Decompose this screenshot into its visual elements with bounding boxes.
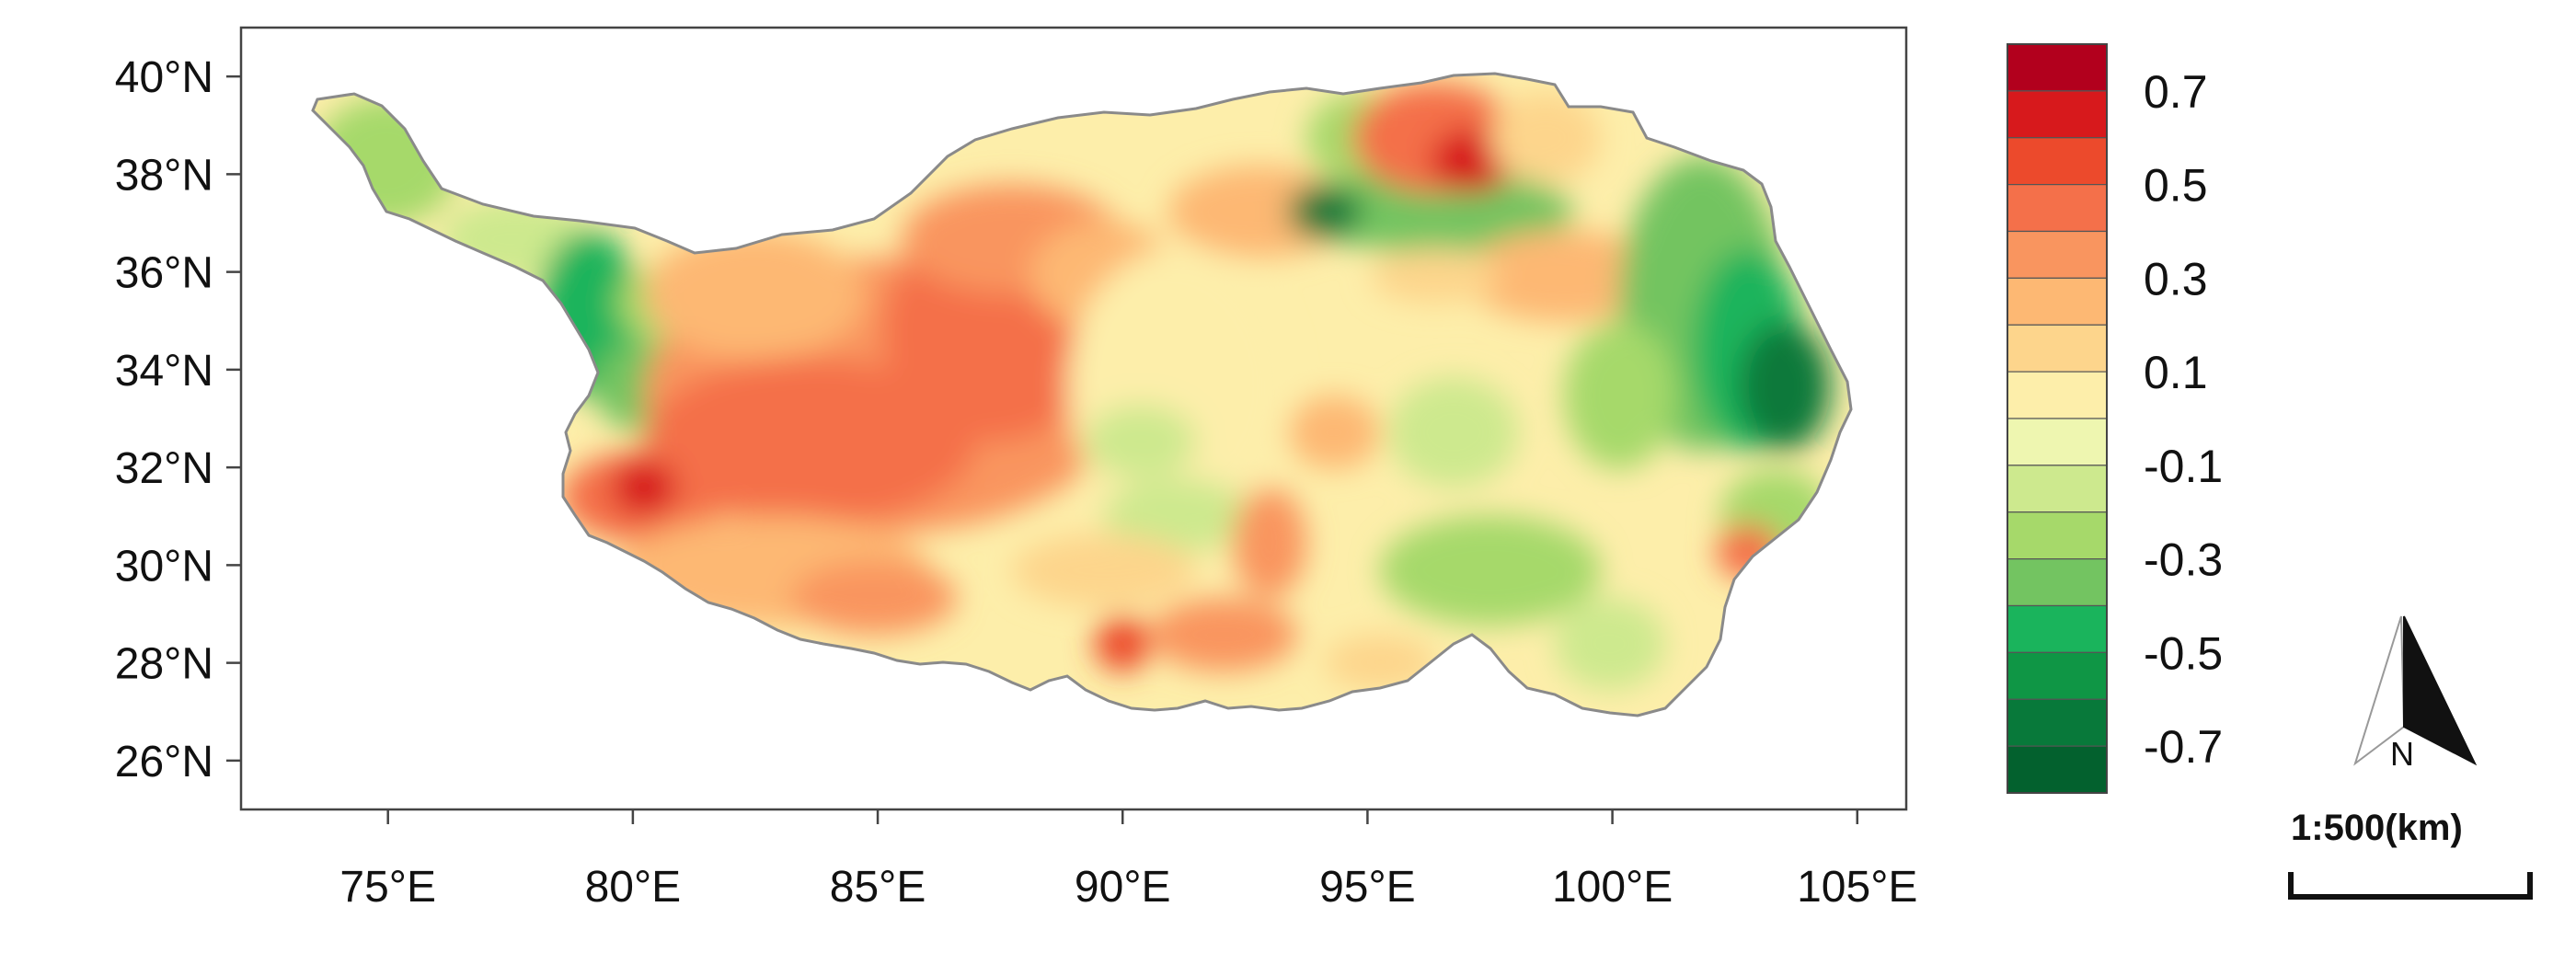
- longitude-axis: 75°E 80°E 85°E 90°E 95°E 100°E 105°E: [339, 809, 1917, 912]
- scale-bar-label: 1:500(km): [2291, 808, 2463, 848]
- legend-labels: 0.7 0.5 0.3 0.1 -0.1 -0.3 -0.5 -0.7: [2144, 66, 2223, 773]
- lon-tick-label: 75°E: [339, 863, 436, 912]
- legend-label: -0.7: [2144, 721, 2223, 773]
- latitude-axis: 40°N 38°N 36°N 34°N 32°N 30°N 28°N 26°N: [115, 53, 241, 786]
- legend-swatch: [2007, 184, 2108, 233]
- lat-tick-label: 30°N: [115, 542, 213, 591]
- lat-tick-label: 36°N: [115, 249, 213, 298]
- legend-swatch: [2007, 230, 2108, 279]
- legend-swatch: [2007, 371, 2108, 419]
- north-arrow-icon: N: [2353, 615, 2478, 773]
- north-arrow-label: N: [2390, 735, 2414, 773]
- legend-label: 0.3: [2144, 253, 2208, 304]
- legend-label: -0.3: [2144, 534, 2223, 586]
- legend-swatch: [2007, 698, 2108, 747]
- lat-tick-label: 38°N: [115, 151, 213, 200]
- legend-swatch: [2007, 465, 2108, 513]
- lon-tick-label: 95°E: [1319, 863, 1416, 912]
- legend-swatch: [2007, 43, 2108, 92]
- legend-label: 0.7: [2144, 66, 2208, 118]
- legend-label: 0.5: [2144, 160, 2208, 212]
- legend-label: 0.1: [2144, 347, 2208, 398]
- lon-tick-label: 80°E: [585, 863, 682, 912]
- lon-tick-label: 105°E: [1797, 863, 1917, 912]
- legend-swatch: [2007, 558, 2108, 607]
- legend-swatch: [2007, 651, 2108, 700]
- legend-swatch: [2007, 511, 2108, 560]
- lat-tick-label: 28°N: [115, 640, 213, 689]
- legend-swatch: [2007, 604, 2108, 653]
- legend-swatch: [2007, 277, 2108, 326]
- lat-tick-label: 34°N: [115, 347, 213, 396]
- lat-tick-label: 32°N: [115, 444, 213, 493]
- legend-swatch: [2007, 745, 2108, 794]
- legend-colorbar: [2007, 43, 2108, 794]
- legend-swatch: [2007, 90, 2108, 139]
- lat-tick-label: 26°N: [115, 738, 213, 786]
- legend-swatch: [2007, 324, 2108, 373]
- legend-label: -0.1: [2144, 441, 2223, 492]
- scale-bar: 1:500(km): [2288, 808, 2533, 900]
- lon-tick-label: 100°E: [1552, 863, 1673, 912]
- legend-frame: [2007, 43, 2108, 794]
- legend-label: -0.5: [2144, 627, 2223, 679]
- lat-tick-label: 40°N: [115, 53, 213, 102]
- lon-tick-label: 90°E: [1075, 863, 1171, 912]
- legend-swatch: [2007, 137, 2108, 186]
- lon-tick-label: 85°E: [830, 863, 926, 912]
- legend-swatch: [2007, 418, 2108, 466]
